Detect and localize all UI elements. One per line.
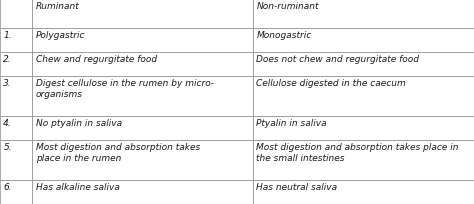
Bar — [0, 180, 32, 204]
Text: Chew and regurgitate food: Chew and regurgitate food — [36, 55, 157, 64]
Bar — [0, 116, 32, 141]
Text: 3.: 3. — [3, 79, 12, 88]
Text: Has alkaline saliva: Has alkaline saliva — [36, 182, 119, 191]
Bar — [253, 116, 474, 141]
Text: Ruminant: Ruminant — [36, 2, 79, 11]
Bar — [253, 53, 474, 77]
Text: Ptyalin in saliva: Ptyalin in saliva — [256, 118, 327, 127]
Bar — [0, 53, 32, 77]
Bar — [253, 141, 474, 180]
Text: Has neutral saliva: Has neutral saliva — [256, 182, 337, 191]
Text: 1.: 1. — [3, 31, 12, 40]
Text: 6.: 6. — [3, 182, 12, 191]
Text: Does not chew and regurgitate food: Does not chew and regurgitate food — [256, 55, 419, 64]
Bar — [0, 29, 32, 53]
Bar — [0, 141, 32, 180]
Bar — [32, 141, 253, 180]
Bar — [253, 180, 474, 204]
Text: 2.: 2. — [3, 55, 12, 64]
Bar — [253, 0, 474, 29]
Text: No ptyalin in saliva: No ptyalin in saliva — [36, 118, 122, 127]
Text: Non-ruminant: Non-ruminant — [256, 2, 319, 11]
Bar — [253, 77, 474, 116]
Bar — [253, 29, 474, 53]
Bar — [32, 0, 253, 29]
Text: Digest cellulose in the rumen by micro-
organisms: Digest cellulose in the rumen by micro- … — [36, 79, 214, 99]
Bar — [32, 53, 253, 77]
Bar — [32, 29, 253, 53]
Text: 5.: 5. — [3, 143, 12, 152]
Text: Most digestion and absorption takes place in
the small intestines: Most digestion and absorption takes plac… — [256, 143, 459, 163]
Bar — [32, 180, 253, 204]
Text: Polygastric: Polygastric — [36, 31, 85, 40]
Text: Most digestion and absorption takes
place in the rumen: Most digestion and absorption takes plac… — [36, 143, 200, 163]
Text: Cellulose digested in the caecum: Cellulose digested in the caecum — [256, 79, 406, 88]
Bar — [0, 0, 32, 29]
Bar — [32, 77, 253, 116]
Text: 4.: 4. — [3, 118, 12, 127]
Text: Monogastric: Monogastric — [256, 31, 312, 40]
Bar — [32, 116, 253, 141]
Bar — [0, 77, 32, 116]
